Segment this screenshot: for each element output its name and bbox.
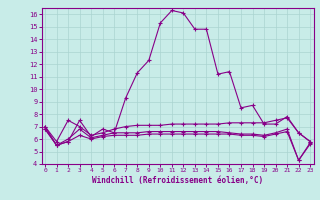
X-axis label: Windchill (Refroidissement éolien,°C): Windchill (Refroidissement éolien,°C)	[92, 176, 263, 185]
